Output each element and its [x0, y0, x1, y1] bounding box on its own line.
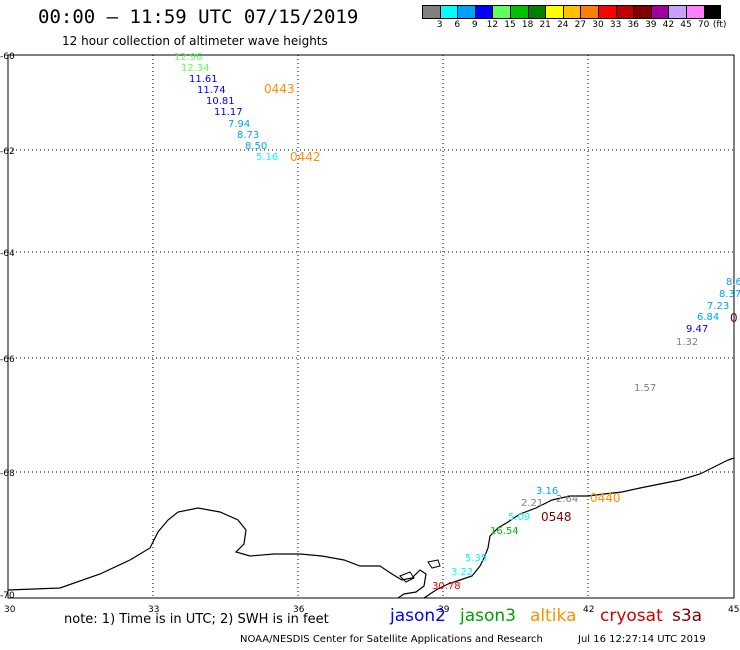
- lat-tick-label: -62: [0, 147, 15, 157]
- pass-time-label: 0442: [290, 150, 321, 164]
- legend-swatch: [633, 5, 651, 19]
- legend-swatch: [650, 5, 669, 19]
- lat-tick-label: -68: [0, 469, 15, 479]
- pass-time-label: 0440: [590, 491, 621, 505]
- longitude-tick-labels: 30 33 36 39 42 45: [4, 605, 739, 615]
- coastal-island: [427, 559, 441, 569]
- lon-tick-label: 36: [293, 605, 305, 615]
- swh-value: 16.54: [490, 526, 519, 537]
- swh-value: 7.94: [228, 119, 250, 130]
- swh-value: 3.16: [536, 486, 558, 497]
- legend-swatch: [457, 5, 475, 19]
- legend-swatch: [562, 5, 581, 19]
- satellite-cryosat-label: cryosat: [600, 606, 663, 626]
- legend-label: 15: [504, 20, 516, 30]
- color-legend: [422, 5, 722, 19]
- legend-label: 3: [436, 20, 443, 30]
- pass-time-label: 0443: [264, 82, 295, 96]
- satellite-s3a-label: s3a: [672, 606, 703, 626]
- legend-label: 30: [592, 20, 604, 30]
- swh-value: 5.09: [508, 512, 530, 523]
- credit-line: NOAA/NESDIS Center for Satellite Applica…: [240, 634, 543, 645]
- swh-value: 6.84: [697, 312, 719, 323]
- satellite-jason3-label: jason3: [460, 606, 516, 626]
- legend-label: 33: [609, 20, 622, 30]
- swh-value: 3.22: [451, 567, 473, 578]
- swh-value: 11.61: [189, 74, 218, 85]
- legend-label: 21: [539, 20, 551, 30]
- footer-note: note: 1) Time is in UTC; 2) SWH is in fe…: [64, 612, 329, 627]
- legend-swatch: [439, 5, 458, 19]
- legend-swatch: [703, 5, 722, 19]
- legend-label: 27: [574, 20, 587, 30]
- swh-value: 1.32: [676, 337, 698, 348]
- swh-value: 8.6: [726, 277, 740, 288]
- legend-label: 9: [471, 20, 478, 30]
- pass-time-label: 0548: [541, 510, 572, 524]
- lat-tick-label: -70: [0, 591, 15, 601]
- swh-value: 5.35: [465, 553, 487, 564]
- legend-label: 70: [697, 20, 710, 30]
- antarctic-coastline: [7, 507, 427, 599]
- legend-swatch: [685, 5, 704, 19]
- swh-value: 12.34: [181, 63, 210, 74]
- legend-swatch: [580, 5, 598, 19]
- lon-tick-label: 42: [583, 605, 594, 615]
- swh-value: 8.73: [237, 130, 259, 141]
- coastal-island: [399, 571, 415, 583]
- lon-tick-label: 30: [4, 605, 16, 615]
- legend-swatch: [492, 5, 510, 19]
- pass-time-label: 0: [730, 311, 738, 325]
- legend-label: 42: [662, 20, 675, 30]
- map-subtitle: 12 hour collection of altimeter wave hei…: [62, 34, 328, 48]
- legend-label: 45: [680, 20, 692, 30]
- legend-label: 6: [454, 20, 461, 30]
- lon-tick-label: 33: [148, 605, 159, 615]
- legend-swatch: [545, 5, 563, 19]
- swh-value: 12.96: [174, 52, 203, 63]
- lon-tick-label: 45: [728, 605, 739, 615]
- legend-label: 24: [557, 20, 569, 30]
- swh-value: 10.81: [206, 96, 235, 107]
- map-title: 00:00 – 11:59 UTC 07/15/2019: [38, 6, 359, 28]
- legend-swatch: [509, 5, 528, 19]
- lat-tick-label: -66: [0, 355, 15, 365]
- swh-value: 8.50: [245, 141, 267, 152]
- legend-swatch: [422, 5, 440, 19]
- legend-label: 36: [627, 20, 639, 30]
- swh-value: 5.16: [256, 152, 278, 163]
- legend-label: 12: [486, 20, 499, 30]
- timestamp: Jul 16 12:27:14 UTC 2019: [578, 634, 706, 645]
- swh-value: 8.37: [719, 289, 740, 300]
- legend-label: 39: [645, 20, 657, 30]
- legend-swatch: [615, 5, 634, 19]
- legend-unit: (ft): [712, 20, 727, 30]
- legend-swatch: [597, 5, 616, 19]
- map-frame: [7, 54, 735, 599]
- swh-value: 7.23: [707, 301, 729, 312]
- swh-value: 9.47: [686, 324, 708, 335]
- legend-swatch: [527, 5, 546, 19]
- swh-value: 30.78: [432, 581, 461, 592]
- latitude-tick-labels: -60 -62 -64 -66 -68 -70: [0, 52, 15, 601]
- antarctic-coastline-east: [423, 457, 735, 599]
- satellite-altika-label: altika: [530, 606, 577, 626]
- track-2-values: 8.6 8.37 7.23 6.84 9.47 1.32: [676, 277, 740, 348]
- swh-value: 1.57: [634, 383, 656, 394]
- satellite-jason2-label: jason2: [390, 606, 446, 626]
- lon-tick-label: 39: [438, 605, 450, 615]
- swh-value: 11.17: [214, 107, 243, 118]
- lat-tick-label: -64: [0, 249, 15, 259]
- swh-value: 11.74: [197, 85, 226, 96]
- legend-label: 18: [521, 20, 534, 30]
- graticule: [8, 55, 734, 598]
- swh-value: 2.64: [556, 494, 578, 505]
- coastal-values: 3.16 2.21 2.64 5.09 16.54 5.35 3.22 30.7…: [432, 486, 578, 592]
- legend-swatch: [474, 5, 493, 19]
- legend-swatch: [668, 5, 686, 19]
- track-1-values: 12.96 12.34 11.61 11.74 10.81 11.17 7.94…: [174, 52, 278, 163]
- swh-value: 2.21: [521, 498, 543, 509]
- lat-tick-label: -60: [0, 52, 15, 62]
